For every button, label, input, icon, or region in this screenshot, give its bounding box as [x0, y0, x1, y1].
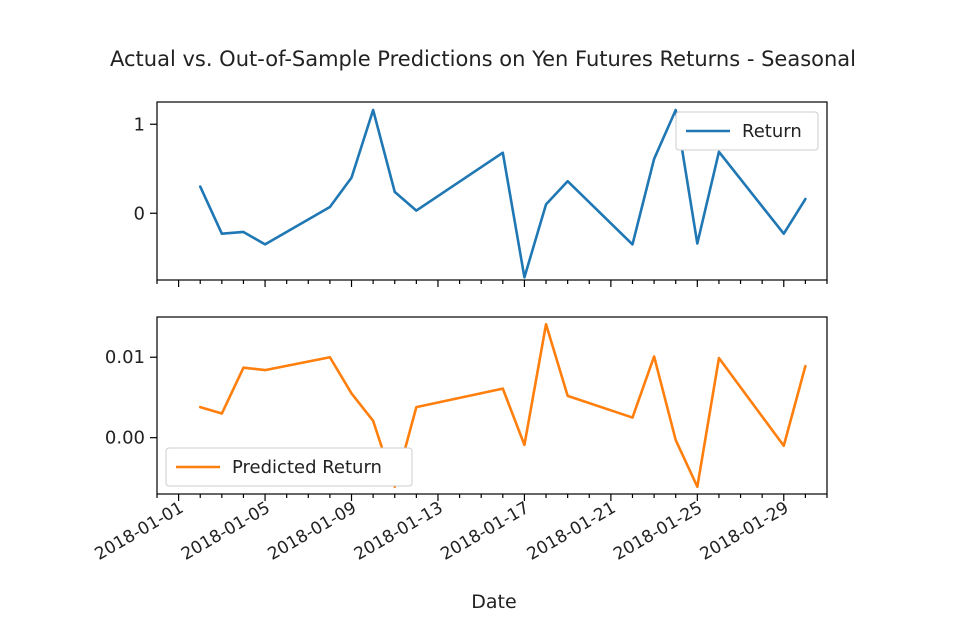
actual-return-panel: 01 Return	[134, 101, 828, 287]
predicted-return-panel: 0.00 0.01 Predicted Return	[105, 316, 828, 501]
y-tick-label: 1	[134, 114, 145, 135]
predicted-return-axes-frame	[156, 316, 828, 495]
return-series-line	[198, 108, 807, 279]
chart-title: Actual vs. Out-of-Sample Predictions on …	[110, 47, 856, 71]
y-tick-label: 0.00	[105, 428, 145, 449]
actual-return-legend: Return	[675, 111, 819, 151]
predicted-return-y-axis: 0.00 0.01	[105, 347, 157, 449]
legend-box	[675, 111, 819, 151]
actual-return-y-axis: 01	[134, 114, 157, 224]
y-tick-label: 0	[134, 203, 145, 224]
y-tick-label: 0.01	[105, 347, 145, 368]
predicted-return-x-ticks	[156, 494, 828, 501]
actual-return-axes-frame	[156, 101, 828, 281]
x-axis-label: Date	[471, 591, 516, 613]
legend-label-return: Return	[742, 121, 802, 142]
predicted-return-legend: Predicted Return	[165, 447, 413, 487]
actual-return-x-ticks	[156, 280, 828, 287]
legend-box	[165, 447, 413, 487]
predicted-return-series-line	[198, 322, 807, 489]
legend-label-predicted-return: Predicted Return	[232, 457, 382, 478]
